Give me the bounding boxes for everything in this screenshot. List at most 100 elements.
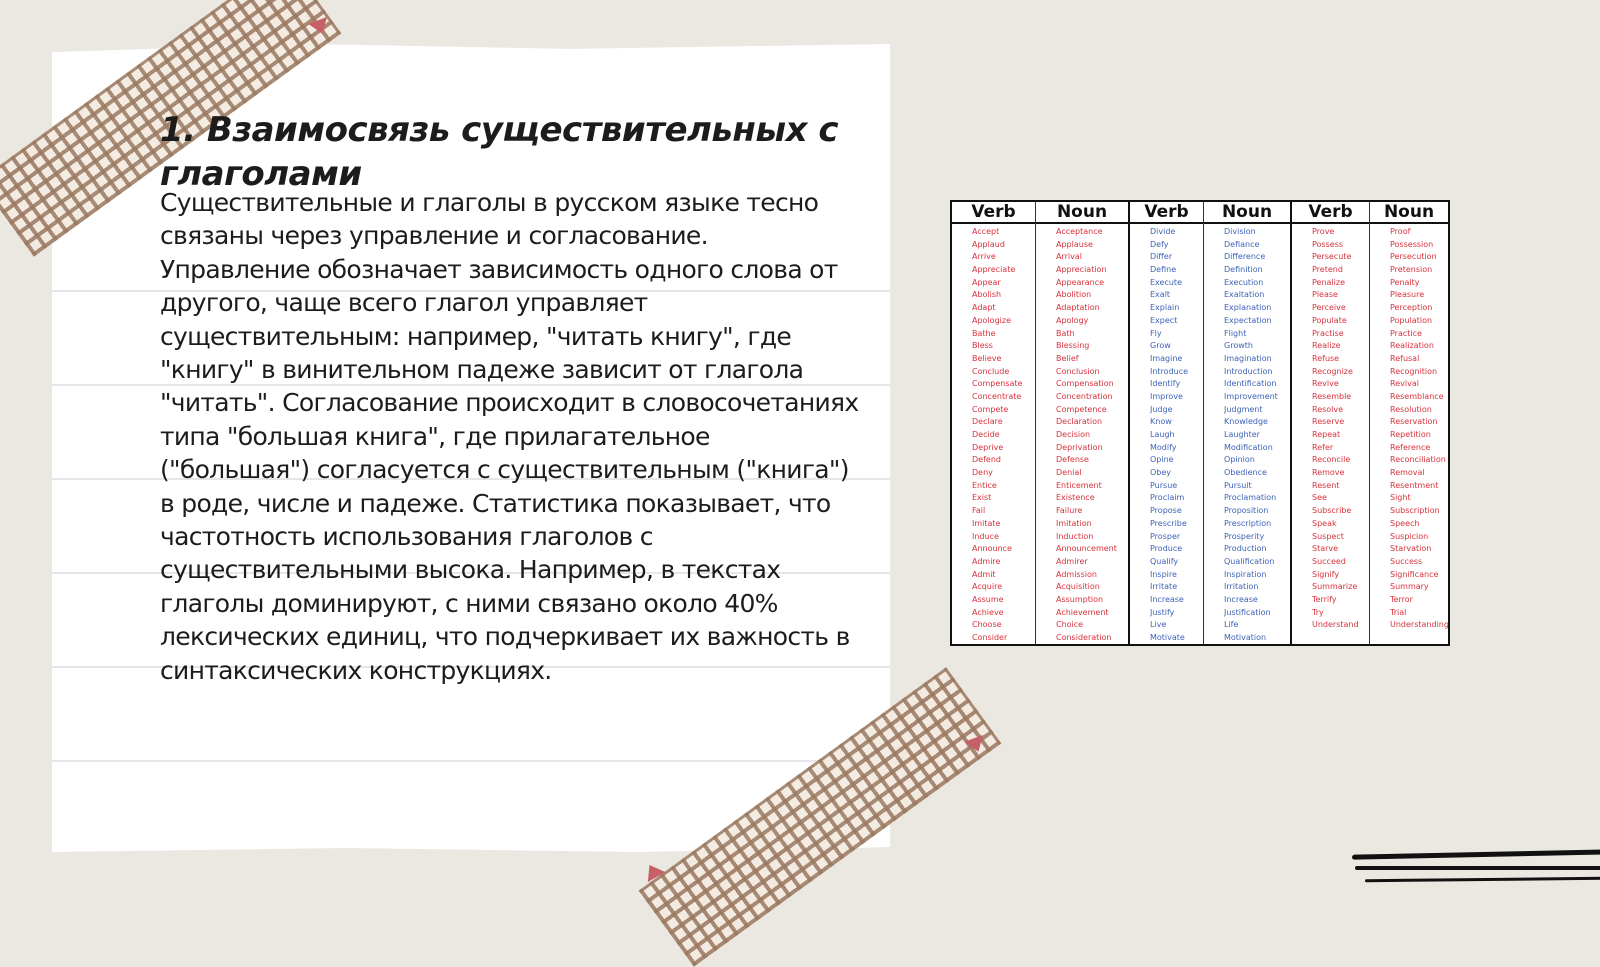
table-cell-word: Modification bbox=[1224, 442, 1273, 452]
table-cell-word: Laughter bbox=[1224, 430, 1260, 439]
table-cell-word: Exaltation bbox=[1224, 290, 1265, 300]
table-cell-word: Appearance bbox=[1056, 277, 1105, 287]
table-cell-word: Propose bbox=[1150, 506, 1182, 516]
table-cell-word: Failure bbox=[1056, 506, 1083, 516]
table-cell-word: Irritation bbox=[1224, 582, 1259, 592]
table-cell-word: Existence bbox=[1056, 493, 1095, 503]
table-cell-word: Blessing bbox=[1056, 341, 1090, 351]
table-cell-word: Significance bbox=[1390, 569, 1439, 579]
table-cell-word: Prescription bbox=[1224, 518, 1272, 528]
table-cell-word: Possession bbox=[1390, 239, 1434, 249]
table-cell-word: Justify bbox=[1150, 607, 1175, 617]
table-cell-word: Sight bbox=[1390, 493, 1411, 503]
table-cell-word: Understanding bbox=[1390, 620, 1448, 630]
table-cell-word: Revival bbox=[1390, 379, 1419, 389]
table-cell-word: Production bbox=[1224, 544, 1267, 554]
table-cell-word: Identification bbox=[1224, 379, 1277, 389]
table-cell-word: Abolish bbox=[972, 290, 1002, 300]
table-cell-word: Growth bbox=[1224, 341, 1253, 351]
table-cell-word: Terrify bbox=[1312, 594, 1337, 604]
table-cell-word: Pretend bbox=[1312, 265, 1343, 275]
table-cell-word: Assumption bbox=[1056, 594, 1104, 604]
table-cell-word: Imitate bbox=[972, 518, 1001, 528]
table-cell-word: Speak bbox=[1312, 518, 1337, 528]
table-header: Noun bbox=[1204, 202, 1290, 224]
table-cell-word: Induce bbox=[972, 531, 999, 541]
table-cell-word: Exist bbox=[972, 493, 992, 503]
table-cell-word: Defiance bbox=[1224, 239, 1260, 249]
table-cell-word: Penalize bbox=[1312, 277, 1345, 287]
table-cell-word: Announcement bbox=[1056, 544, 1117, 554]
word-list: Divide Defy Differ Define Execute Exalt Explai… bbox=[1130, 224, 1203, 645]
table-cell-word: Bathe bbox=[972, 328, 996, 338]
table-cell-word: Populate bbox=[1312, 315, 1347, 325]
word-list: Proof Possession Persecution Pretension Pena… bbox=[1370, 224, 1448, 632]
table-cell-word: Reference bbox=[1390, 442, 1431, 452]
table-cell-word: Entice bbox=[972, 480, 997, 490]
table-cell-word: Exalt bbox=[1150, 290, 1171, 300]
table-cell-word: Pretension bbox=[1390, 265, 1433, 275]
table-cell-word: Increase bbox=[1150, 594, 1184, 604]
table-cell-word: Reconcile bbox=[1312, 455, 1351, 465]
table-cell-word: Introduce bbox=[1150, 366, 1189, 376]
table-cell-word: Live bbox=[1150, 620, 1167, 630]
table-cell-word: Refuse bbox=[1312, 353, 1340, 363]
table-cell-word: Resolve bbox=[1312, 404, 1344, 414]
table-cell-word: Judge bbox=[1150, 404, 1173, 414]
table-cell-word: Pursuit bbox=[1224, 480, 1252, 490]
table-cell-word: Starvation bbox=[1390, 544, 1432, 554]
table-cell-word: Remove bbox=[1312, 468, 1345, 478]
table-cell-word: Acceptance bbox=[1056, 227, 1103, 236]
table-cell-word: Imitation bbox=[1056, 518, 1092, 528]
table-cell-word: Expect bbox=[1150, 315, 1178, 325]
table-cell-word: Realize bbox=[1312, 341, 1341, 351]
table-cell-word: Declare bbox=[972, 417, 1003, 427]
table-cell-word: Resemble bbox=[1312, 391, 1352, 401]
table-cell-word: Admission bbox=[1056, 569, 1097, 579]
table-cell-word: Appreciate bbox=[972, 265, 1016, 275]
table-cell-word: Apology bbox=[1056, 315, 1089, 325]
table-cell-word: Resentment bbox=[1390, 480, 1439, 490]
table-cell-word: Accept bbox=[972, 227, 1000, 236]
table-cell-word: Enticement bbox=[1056, 480, 1102, 490]
table-cell-word: Increase bbox=[1224, 594, 1258, 604]
table-cell-word: Produce bbox=[1150, 544, 1183, 554]
table-cell-word: Refer bbox=[1312, 442, 1334, 452]
table-cell-word: Succeed bbox=[1312, 556, 1346, 566]
table-cell-word: Defense bbox=[1056, 455, 1089, 465]
table-cell-word: Applause bbox=[1056, 239, 1093, 249]
table-cell-word: Pursue bbox=[1150, 480, 1178, 490]
table-cell-word: Starve bbox=[1312, 544, 1339, 554]
table-cell-word: Deny bbox=[972, 468, 993, 478]
table-cell-word: Competence bbox=[1056, 404, 1107, 414]
table-cell-word: Adapt bbox=[972, 303, 996, 313]
table-cell-word: Adaptation bbox=[1056, 303, 1100, 313]
table-column-verb-3: Verb Prove Possess Persecute Pretend Penaliz… bbox=[1292, 202, 1370, 644]
table-cell-word: Reserve bbox=[1312, 417, 1345, 427]
table-cell-word: Differ bbox=[1150, 252, 1173, 262]
table-cell-word: Practice bbox=[1390, 328, 1422, 338]
table-cell-word: Population bbox=[1390, 315, 1433, 325]
brush-stroke-decoration bbox=[1351, 849, 1600, 860]
table-cell-word: Prosperity bbox=[1224, 531, 1265, 541]
table-cell-word: Signify bbox=[1312, 569, 1340, 579]
table-cell-word: Resolution bbox=[1390, 404, 1432, 414]
table-cell-word: Imagine bbox=[1150, 353, 1183, 363]
table-column-verb-2: Verb Divide Defy Differ Define Execute Exalt E… bbox=[1130, 202, 1204, 644]
table-cell-word: Subscribe bbox=[1312, 506, 1352, 516]
table-cell-word: Consideration bbox=[1056, 633, 1112, 642]
table-cell-word: Division bbox=[1224, 227, 1256, 236]
table-cell-word: Persecution bbox=[1390, 252, 1437, 262]
table-cell-word: Summarize bbox=[1312, 582, 1358, 592]
table-cell-word: Belief bbox=[1056, 353, 1079, 363]
table-cell-word: Proclamation bbox=[1224, 493, 1277, 503]
paper-rule-line bbox=[52, 760, 890, 762]
table-cell-word: Apologize bbox=[972, 315, 1011, 325]
table-cell-word: Resent bbox=[1312, 480, 1340, 490]
table-cell-word: Announce bbox=[972, 544, 1012, 554]
table-cell-word: Motivate bbox=[1150, 633, 1185, 642]
table-cell-word: Inspire bbox=[1150, 569, 1177, 579]
table-cell-word: Applaud bbox=[972, 239, 1005, 249]
brush-stroke-decoration bbox=[1355, 866, 1600, 870]
table-cell-word: Admirer bbox=[1056, 556, 1088, 566]
